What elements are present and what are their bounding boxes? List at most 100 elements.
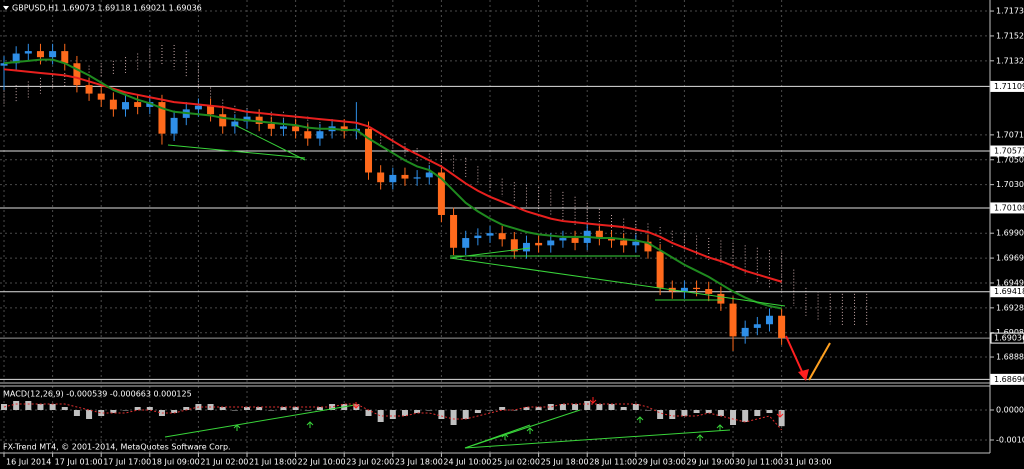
candle-body — [73, 63, 81, 86]
candle-body — [194, 105, 202, 110]
macd-bar — [171, 410, 178, 413]
trend-line — [164, 404, 356, 438]
moving-average — [3, 68, 782, 283]
macd-bar — [632, 404, 639, 410]
macd-bar — [110, 410, 117, 413]
up-arrow — [306, 421, 314, 428]
moving-averages — [3, 58, 782, 310]
level-box — [990, 202, 1024, 214]
candle-body — [595, 230, 603, 239]
macd-bar — [49, 404, 56, 410]
macd-bar — [705, 410, 712, 413]
x-tick-label: 29 Jul 19:00 — [686, 458, 734, 467]
macd-bar — [25, 401, 32, 410]
y-tick-label: 1.70505 — [996, 155, 1024, 164]
macd-bar — [547, 404, 554, 410]
macd-bar — [401, 410, 408, 416]
x-tick-label: 16 Jul 2014 — [6, 458, 51, 467]
projection — [785, 335, 831, 381]
macd-bar — [219, 407, 226, 410]
candle-body — [765, 315, 773, 325]
x-tick-label: 24 Jul 10:00 — [443, 458, 491, 467]
axes: 1.71730 1.71525 1.71320 1.70710 1.70505 1.703… — [3, 7, 1024, 467]
macd-bar — [523, 407, 530, 410]
x-tick-label: 23 Jul 18:00 — [395, 458, 443, 467]
level-box — [990, 80, 1024, 92]
candle-body — [753, 324, 761, 328]
candle-body — [717, 293, 725, 304]
macd-bar — [584, 401, 591, 410]
candle-body — [547, 240, 555, 246]
macd-bar — [596, 404, 603, 410]
y-tick-label: 1.69900 — [996, 229, 1024, 238]
projection-arrow — [785, 335, 805, 377]
grid — [0, 0, 990, 453]
y-tick-label: 1.70710 — [996, 130, 1024, 139]
y-tick-label: 1.69490 — [996, 278, 1024, 287]
macd-bar — [280, 407, 287, 410]
macd-bar — [365, 410, 372, 416]
x-tick-label: 28 Jul 11:00 — [589, 458, 637, 467]
candle-body — [535, 242, 543, 246]
candle-body — [389, 174, 397, 183]
level-label: 1.68696 — [994, 375, 1024, 384]
down-arrow — [589, 397, 597, 404]
candle-body — [12, 53, 20, 64]
macd-bar — [499, 407, 506, 410]
candle-body — [741, 327, 749, 337]
candle-body — [474, 235, 482, 239]
y-tick-label: 0.0000 — [996, 406, 1024, 415]
candle-body — [219, 114, 227, 127]
macd-bar — [389, 410, 396, 419]
macd-bar — [559, 404, 566, 410]
candle-body — [292, 126, 300, 132]
macd-bar — [742, 410, 749, 422]
macd-bar — [73, 410, 80, 416]
macd-label: MACD(12,26,9) -0.000539 -0.000663 0.0001… — [3, 390, 192, 399]
candle-body — [571, 238, 579, 243]
up-arrow — [526, 427, 534, 434]
candle-body — [729, 303, 737, 337]
y-tick-label: 1.71320 — [996, 56, 1024, 65]
macd-panel: MACD(12,26,9) -0.000539 -0.000663 0.0001… — [1, 390, 785, 431]
macd-bar — [681, 410, 688, 416]
levels — [0, 85, 990, 380]
level-label: 1.71109 — [994, 82, 1024, 91]
candle-body — [122, 102, 130, 110]
candle-body — [365, 128, 373, 173]
candle-body — [0, 63, 8, 66]
macd-bar — [474, 410, 481, 413]
macd-bar — [535, 407, 542, 410]
macd-bar — [61, 407, 68, 410]
candle-body — [680, 287, 688, 292]
y-tick-label: 1.70300 — [996, 180, 1024, 189]
macd-bar — [657, 410, 664, 419]
footer: FX-Trend MT4, © 2001-2014, MetaQuotes So… — [3, 443, 231, 452]
macd-bar — [146, 407, 153, 410]
macd-bar — [717, 410, 724, 416]
macd-bar — [256, 407, 263, 410]
moving-average — [3, 58, 782, 310]
candle-body — [36, 51, 44, 58]
up-arrow — [636, 416, 644, 423]
candle-body — [97, 93, 105, 100]
up-arrow — [696, 434, 704, 441]
level-label: 1.70108 — [994, 203, 1024, 212]
x-tick-label: 21 Jul 02:00 — [200, 458, 248, 467]
macd-bar — [414, 410, 421, 413]
up-arrow — [233, 424, 241, 431]
x-tick-label: 18 Jul 09:00 — [152, 458, 200, 467]
macd-bar — [754, 410, 761, 416]
macd-bar — [377, 410, 384, 422]
x-tick-label: 29 Jul 03:00 — [638, 458, 686, 467]
candle-body — [498, 233, 506, 240]
candle-body — [255, 116, 263, 124]
macd-bar — [450, 410, 457, 425]
trend-line — [234, 124, 306, 161]
candle-body — [267, 123, 275, 129]
macd-bar — [304, 410, 311, 411]
y-tick-label: -0.0010 — [996, 436, 1024, 445]
macd-bar — [730, 410, 737, 425]
macd-signal — [3, 403, 783, 431]
